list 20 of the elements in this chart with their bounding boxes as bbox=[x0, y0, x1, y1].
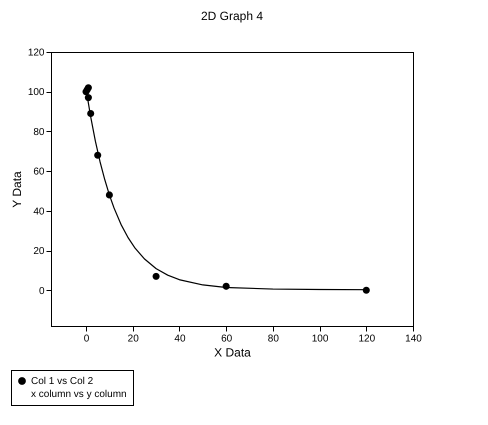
x-tick-label: 80 bbox=[268, 334, 280, 344]
y-tick-label: 40 bbox=[33, 206, 45, 218]
x-tick-label: 0 bbox=[84, 334, 90, 344]
x-tick-label: 20 bbox=[128, 334, 140, 344]
text: x column vs y column bbox=[31, 389, 127, 400]
x-tick-label: 40 bbox=[174, 334, 186, 344]
x-tick-label: 100 bbox=[312, 334, 329, 344]
y-tick-label: 120 bbox=[28, 48, 45, 58]
x-tick-label: 140 bbox=[405, 334, 422, 344]
y-axis-title: Y Data bbox=[10, 170, 24, 208]
y-tick-label: 80 bbox=[33, 126, 45, 138]
y-tick-label: 100 bbox=[28, 87, 45, 98]
chart-title: 2D Graph 4 bbox=[200, 9, 264, 23]
legend-label: Col 1 vs Col 2 bbox=[31, 376, 94, 387]
x-tick-label: 60 bbox=[221, 334, 233, 344]
x-tick-label: 120 bbox=[358, 334, 376, 344]
x-axis-title: X Data bbox=[214, 346, 252, 360]
y-tick-label: 0 bbox=[38, 286, 45, 297]
y-tick-label: 20 bbox=[33, 246, 45, 258]
y-tick-label: 60 bbox=[33, 166, 45, 178]
